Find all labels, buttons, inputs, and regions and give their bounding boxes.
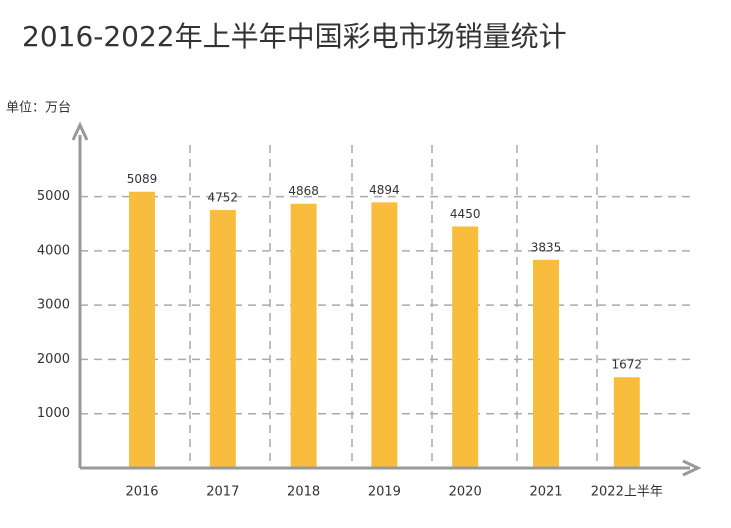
data-label: 4752 xyxy=(208,191,239,205)
y-tick-label: 5000 xyxy=(37,189,70,204)
data-label: 4894 xyxy=(369,183,400,197)
bar xyxy=(533,259,559,468)
y-tick-label: 3000 xyxy=(37,298,70,313)
x-tick-label: 2021 xyxy=(529,485,562,500)
data-label: 4868 xyxy=(288,184,319,198)
data-label: 5089 xyxy=(127,172,158,186)
data-label: 4450 xyxy=(450,207,481,221)
data-label: 1672 xyxy=(612,358,643,372)
bar xyxy=(613,377,640,468)
chart-title: 2016-2022年上半年中国彩电市场销量统计 xyxy=(22,20,567,53)
x-tick-label: 2022上半年 xyxy=(591,485,663,500)
x-tick-label: 2018 xyxy=(287,485,320,500)
bar xyxy=(371,202,398,468)
bar xyxy=(290,203,317,469)
data-label: 3835 xyxy=(531,240,562,254)
x-tick-label: 2020 xyxy=(449,485,482,500)
x-tick-label: 2017 xyxy=(206,485,239,500)
x-axis xyxy=(80,459,702,477)
y-tick-label: 4000 xyxy=(37,243,70,258)
bar xyxy=(452,226,479,468)
y-tick-label: 1000 xyxy=(37,406,70,421)
y-tick-label: 2000 xyxy=(37,352,70,367)
y-axis xyxy=(71,121,89,468)
bar xyxy=(129,191,155,469)
bar xyxy=(209,210,236,468)
unit-label: 单位：万台 xyxy=(6,101,71,116)
x-tick-label: 2016 xyxy=(125,485,158,500)
x-tick-label: 2019 xyxy=(368,485,401,500)
